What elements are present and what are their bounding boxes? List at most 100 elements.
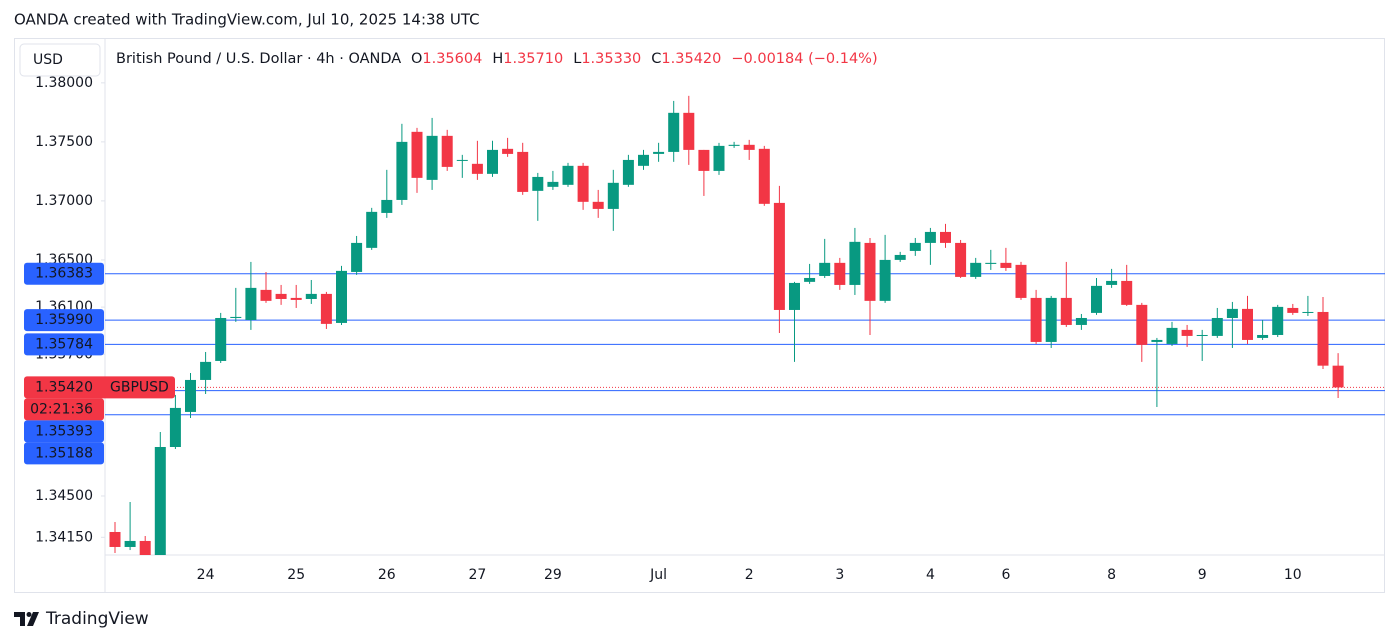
candle-body — [1166, 327, 1178, 344]
candle-body — [200, 361, 212, 380]
candle-body — [154, 446, 166, 555]
candle-body — [215, 317, 227, 361]
legend-key: C — [651, 51, 661, 67]
candle-body — [728, 144, 740, 146]
candle-body — [1000, 262, 1012, 268]
candle-body — [471, 163, 483, 174]
candle-body — [955, 242, 967, 277]
candle-body — [124, 540, 136, 547]
candle-body — [773, 202, 785, 310]
currency[interactable]: USD — [33, 52, 63, 68]
price-level-label: 1.36383 — [35, 266, 93, 282]
y-tick-label: 1.38000 — [35, 75, 93, 91]
candle-body — [1332, 365, 1344, 388]
candle-body — [366, 211, 378, 248]
candle-body — [985, 262, 997, 264]
legend-key: O — [411, 51, 422, 67]
price-level-box — [24, 262, 104, 285]
candle-body — [864, 242, 876, 301]
candle-body — [260, 289, 272, 301]
candle-body — [668, 112, 680, 152]
candle-body — [351, 242, 363, 272]
credit: OANDA created with TradingView.com, Jul … — [14, 11, 480, 29]
candle-body — [909, 242, 921, 251]
x-tick-label: 6 — [1001, 567, 1010, 583]
candle-body — [381, 199, 393, 213]
candle-body — [456, 159, 468, 161]
last-price-label: 1.35420 — [35, 379, 93, 395]
brand-logo — [14, 612, 39, 626]
candle-body — [502, 148, 514, 154]
candle-body — [622, 159, 634, 185]
candle-body — [336, 270, 347, 323]
candle-body — [1106, 280, 1118, 285]
x-tick-label: 4 — [926, 567, 935, 583]
candle-body — [1060, 297, 1072, 325]
y-tick-label: 1.34150 — [35, 529, 93, 545]
candle-body — [532, 176, 544, 191]
legend: British Pound / U.S. Dollar · 4h · OANDA… — [116, 51, 878, 67]
candle-body — [185, 379, 196, 412]
candle-body — [1015, 264, 1027, 298]
x-tick-label: 2 — [745, 567, 754, 583]
candle-body — [683, 112, 695, 150]
candle-body — [139, 540, 151, 555]
last-price-box — [24, 376, 175, 399]
candle-body — [804, 277, 816, 282]
y-tick-label: 1.34500 — [35, 488, 93, 504]
x-tick-label: 10 — [1284, 567, 1302, 583]
candle-body — [426, 135, 438, 180]
legend-value: 1.35420 — [661, 51, 721, 67]
candle-body — [924, 231, 936, 243]
candle-body — [970, 262, 982, 277]
candle-body — [275, 293, 287, 299]
candle-body — [879, 259, 891, 301]
candle-body — [894, 254, 906, 260]
candle-body — [320, 293, 332, 324]
candle-body — [562, 165, 574, 185]
currency-button[interactable] — [19, 43, 101, 77]
candle-body — [1030, 297, 1042, 342]
candle-body — [743, 144, 755, 150]
candle-body — [411, 131, 423, 178]
x-tick-label: 29 — [544, 567, 562, 583]
price-level-label: 1.35784 — [35, 336, 93, 352]
candle-body — [638, 154, 649, 166]
candle-body — [1181, 329, 1193, 336]
candle-body — [849, 241, 861, 285]
candle-body — [607, 182, 619, 209]
candle-body — [1226, 308, 1238, 318]
candle-body — [487, 149, 498, 174]
price-level-label: 1.35990 — [35, 312, 93, 328]
candle-body — [109, 531, 121, 547]
price-level-box — [24, 442, 104, 465]
candle-body — [592, 201, 604, 209]
legend-key: H — [492, 51, 503, 67]
candle-body — [1257, 334, 1269, 338]
candle-body — [547, 181, 559, 187]
symbol-title: British Pound / U.S. Dollar · 4h · OANDA — [116, 51, 401, 67]
price-level-label: 1.35393 — [35, 423, 93, 439]
countdown: 02:21:36 — [30, 401, 93, 417]
candle-body — [1272, 306, 1284, 335]
candle-body — [305, 293, 317, 299]
candle-body — [940, 231, 951, 243]
legend-key: L — [573, 51, 581, 67]
y-tick-label: 1.37500 — [35, 134, 93, 150]
candle-body — [441, 135, 453, 167]
legend-change: −0.00184 (−0.14%) — [731, 51, 877, 67]
candle-body — [517, 151, 529, 192]
candle-body — [698, 149, 710, 171]
legend-value: 1.35710 — [503, 51, 563, 67]
brand: TradingView — [45, 609, 149, 629]
candle-body — [758, 148, 770, 204]
price-level-box — [24, 420, 104, 443]
candle-body — [577, 165, 589, 202]
x-tick-label: 8 — [1107, 567, 1116, 583]
candle-body — [1211, 317, 1223, 336]
countdown-box — [24, 398, 104, 421]
candle-body — [230, 316, 242, 318]
candle-body — [169, 407, 181, 447]
candle-body — [1091, 285, 1102, 313]
